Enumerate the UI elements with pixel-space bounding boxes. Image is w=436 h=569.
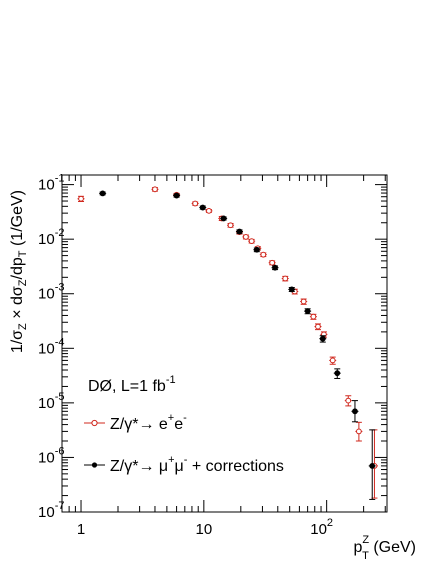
data-point (288, 286, 295, 293)
data-point (282, 275, 289, 282)
x-tick-label: 102 (310, 517, 333, 538)
legend-entry-muon: Z/γ*→ μ+μ- + corrections (84, 454, 284, 475)
data-point (345, 397, 352, 404)
y-tick-label: 10-1 (38, 173, 64, 194)
data-point (236, 228, 243, 235)
y-tick-label: 10-7 (38, 500, 64, 521)
marks-layer (77, 186, 378, 500)
y-tick-label: 10-2 (38, 227, 64, 248)
legend-label-muon: Z/γ*→ μ+μ- + corrections (110, 454, 284, 475)
data-point (242, 234, 249, 240)
y-tick-label: 10-5 (38, 391, 64, 412)
plot-frame (61, 174, 388, 513)
data-point (152, 186, 158, 193)
data-point (199, 204, 206, 211)
x-axis-title: pZ T (GeV) (354, 534, 417, 562)
data-point (272, 264, 278, 271)
data-point (315, 323, 321, 330)
experiment-annotation: DØ, L=1 fb-1 (88, 374, 176, 395)
series-muon (99, 190, 376, 500)
tick-labels-layer: 1 10 102 10-7 10-6 10-5 10-4 10-3 10-2 10-1 (38, 173, 333, 538)
legend-marker-electron (91, 419, 98, 427)
data-point (334, 370, 341, 377)
data-point (304, 308, 311, 315)
x-tick-label: 1 (77, 521, 85, 538)
data-point (253, 246, 260, 253)
data-point (248, 238, 255, 245)
data-point (206, 207, 212, 214)
data-point (78, 195, 84, 202)
y-tick-label: 10-3 (38, 282, 64, 303)
ticks-layer (61, 175, 387, 513)
data-point (192, 200, 199, 207)
data-point (310, 313, 317, 320)
data-point (269, 259, 276, 266)
data-point (300, 298, 307, 305)
y-tick-label: 10-6 (38, 445, 64, 466)
legend-entry-electron: Z/γ*→ e+e- (84, 412, 187, 433)
y-axis-title: 1/σZ × dσZ/dpT (1/GeV) (9, 190, 29, 353)
legend: Z/γ*→ e+e- Z/γ*→ μ+μ- + corrections (84, 412, 284, 475)
x-tick-label: 10 (195, 521, 212, 538)
data-point (227, 222, 234, 229)
legend-label-electron: Z/γ*→ e+e- (110, 412, 187, 433)
data-point (355, 428, 362, 435)
data-point (220, 215, 227, 222)
data-point (260, 251, 267, 258)
data-point (173, 192, 180, 199)
data-point (99, 190, 106, 197)
data-point (369, 462, 376, 469)
data-point (329, 357, 336, 364)
legend-marker-muon (91, 462, 98, 468)
y-tick-label: 10-4 (38, 336, 64, 357)
data-point (352, 408, 358, 415)
data-point (319, 335, 326, 342)
